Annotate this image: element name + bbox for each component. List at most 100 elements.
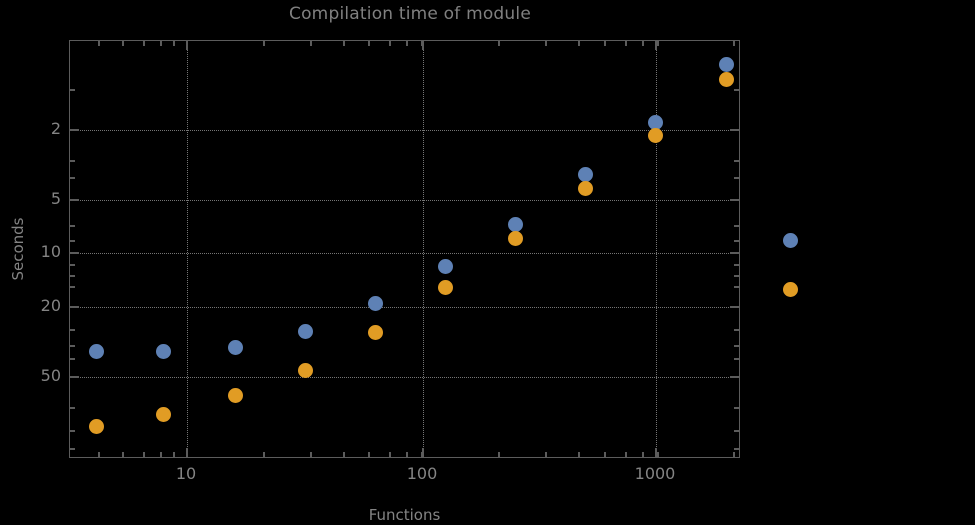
y-axis-tick-minor [70, 177, 75, 179]
y-axis-tick-minor [70, 358, 75, 360]
x-axis-tick-minor [173, 41, 175, 46]
data-point [507, 230, 523, 246]
plot-area [70, 41, 739, 457]
x-axis-tick-minor [389, 41, 391, 46]
data-point [718, 71, 734, 87]
y-tick-label: 2 [50, 119, 61, 138]
x-axis-tick-minor [406, 452, 408, 457]
x-axis-tick-major [655, 41, 657, 50]
data-point [227, 387, 243, 403]
data-point [437, 279, 453, 295]
data-point [577, 180, 593, 196]
data-point [718, 56, 734, 72]
x-axis-label: Functions [368, 506, 441, 524]
y-tick-label: 50 [40, 366, 61, 385]
y-axis-tick-major [70, 199, 79, 201]
y-axis-tick-minor [734, 448, 739, 450]
x-axis-tick-minor [263, 41, 265, 46]
x-axis-tick-minor [625, 452, 627, 457]
y-axis-tick-minor [734, 225, 739, 227]
x-axis-tick-major [422, 41, 424, 50]
x-axis-tick-minor [343, 41, 345, 46]
y-axis-tick-minor [734, 275, 739, 277]
y-axis-tick-minor [734, 160, 739, 162]
data-point [647, 114, 663, 130]
data-point [88, 418, 104, 434]
x-gridline [187, 41, 188, 457]
plot-frame [69, 40, 740, 458]
y-axis-tick-minor [70, 240, 75, 242]
x-axis-tick-minor [98, 452, 100, 457]
x-axis-tick-minor [310, 41, 312, 46]
data-point [297, 323, 313, 339]
y-axis-tick-minor [70, 345, 75, 347]
x-axis-tick-minor [545, 452, 547, 457]
x-axis-tick-minor [733, 452, 735, 457]
y-axis-tick-minor [70, 407, 75, 409]
x-axis-tick-minor [263, 452, 265, 457]
x-axis-tick-minor [625, 41, 627, 46]
y-tick-label: 20 [40, 296, 61, 315]
y-axis-tick-major [730, 199, 739, 201]
x-axis-tick-minor [421, 41, 423, 46]
y-axis-tick-minor [70, 275, 75, 277]
y-axis-tick-major [70, 129, 79, 131]
y-axis-tick-major [70, 252, 79, 254]
y-tick-label: 5 [50, 189, 61, 208]
x-axis-tick-minor [421, 452, 423, 457]
data-point [367, 295, 383, 311]
x-axis-tick-minor [368, 41, 370, 46]
x-axis-tick-minor [122, 452, 124, 457]
x-axis-tick-minor [578, 41, 580, 46]
y-axis-tick-minor [734, 286, 739, 288]
x-axis-tick-minor [343, 452, 345, 457]
x-axis-tick-minor [733, 41, 735, 46]
x-axis-tick-minor [368, 452, 370, 457]
x-gridline [656, 41, 657, 457]
x-axis-tick-minor [604, 41, 606, 46]
data-point [297, 362, 313, 378]
data-point [507, 216, 523, 232]
y-axis-tick-minor [70, 430, 75, 432]
y-axis-tick-minor [70, 89, 75, 91]
x-axis-tick-minor [642, 452, 644, 457]
x-axis-tick-major [186, 448, 188, 457]
y-axis-tick-minor [70, 225, 75, 227]
x-axis-tick-minor [310, 452, 312, 457]
y-gridline [70, 377, 739, 378]
y-axis-tick-minor [70, 329, 75, 331]
x-axis-tick-minor [389, 452, 391, 457]
y-axis-tick-minor [734, 345, 739, 347]
x-tick-label: 10 [175, 464, 197, 483]
y-axis-tick-minor [734, 264, 739, 266]
y-axis-tick-major [730, 306, 739, 308]
x-axis-tick-minor [545, 41, 547, 46]
y-axis-tick-minor [734, 240, 739, 242]
y-gridline [70, 253, 739, 254]
data-point [782, 232, 798, 248]
data-point [577, 166, 593, 182]
y-axis-tick-minor [734, 89, 739, 91]
x-gridline [423, 41, 424, 457]
data-point [647, 127, 663, 143]
x-axis-tick-minor [604, 452, 606, 457]
x-axis-tick-minor [657, 452, 659, 457]
y-axis-tick-major [730, 129, 739, 131]
x-axis-tick-major [422, 448, 424, 457]
y-tick-label: 10 [40, 242, 61, 261]
x-axis-tick-minor [122, 41, 124, 46]
y-axis-tick-minor [734, 329, 739, 331]
y-axis-tick-major [730, 252, 739, 254]
data-point [155, 343, 171, 359]
y-axis-tick-major [70, 306, 79, 308]
y-axis-tick-minor [70, 264, 75, 266]
x-axis-tick-minor [173, 452, 175, 457]
y-axis-tick-major [730, 376, 739, 378]
data-point [88, 343, 104, 359]
y-axis-tick-minor [734, 177, 739, 179]
y-axis-tick-minor [734, 430, 739, 432]
x-axis-tick-minor [160, 41, 162, 46]
y-axis-tick-minor [70, 286, 75, 288]
y-axis-tick-minor [70, 448, 75, 450]
